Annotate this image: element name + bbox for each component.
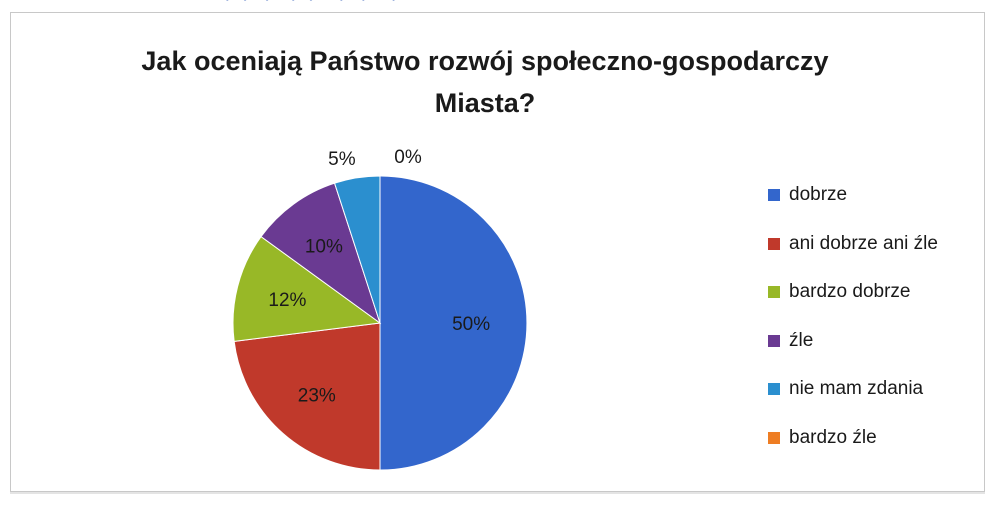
legend-item-ani-dobrze-ani-zle: ani dobrze ani źle	[768, 232, 938, 254]
data-label-bardzo-dobrze: 12%	[268, 290, 306, 311]
chart-legend: dobrze ani dobrze ani źle bardzo dobrze źle…	[768, 184, 938, 477]
legend-item-bardzo-dobrze: bardzo dobrze	[768, 281, 938, 303]
legend-swatch	[768, 334, 780, 347]
pie-slice-bardzo-dobrze	[232, 235, 382, 342]
legend-swatch	[768, 286, 780, 299]
chart-title: Jak oceniają Państwo rozwój społeczno-go…	[60, 40, 910, 124]
data-label-nie-mam-zdania: 5%	[328, 149, 356, 170]
data-label-ani-dobrze-ani-zle: 23%	[298, 386, 336, 407]
legend-item-zle: źle	[768, 329, 938, 351]
pie-data-labels: 50% 23% 12% 10% 5% 0%	[268, 147, 490, 407]
chart-frame-shadow	[10, 492, 985, 494]
legend-item-nie-mam-zdania: nie mam zdania	[768, 378, 938, 400]
legend-label: ani dobrze ani źle	[789, 232, 938, 254]
pie-slices	[232, 175, 528, 471]
cropped-header-text: • • • • • • • •	[0, 0, 993, 8]
data-label-bardzo-zle: 0%	[394, 147, 422, 168]
chart-title-line-1: Jak oceniają Państwo rozwój społeczno-go…	[141, 46, 829, 76]
pie-slice-zle	[260, 182, 381, 325]
legend-swatch	[768, 189, 780, 201]
data-label-zle: 10%	[305, 237, 343, 258]
legend-swatch	[768, 237, 780, 250]
pie-slice-dobrze	[379, 175, 528, 471]
legend-swatch	[768, 383, 780, 396]
legend-swatch	[768, 431, 780, 444]
legend-item-bardzo-zle: bardzo źle	[768, 426, 938, 448]
data-label-dobrze: 50%	[452, 314, 490, 335]
chart-title-line-2: Miasta?	[434, 88, 536, 118]
legend-label: dobrze	[789, 184, 848, 205]
legend-label: bardzo źle	[789, 426, 877, 448]
pie-slice-ani-dobrze-ani-zle	[233, 322, 381, 471]
legend-item-dobrze: dobrze	[768, 184, 938, 205]
pie-slice-nie-mam-zdania	[333, 175, 381, 324]
legend-label: nie mam zdania	[789, 378, 924, 400]
legend-label: bardzo dobrze	[789, 281, 911, 303]
legend-label: źle	[789, 329, 814, 351]
